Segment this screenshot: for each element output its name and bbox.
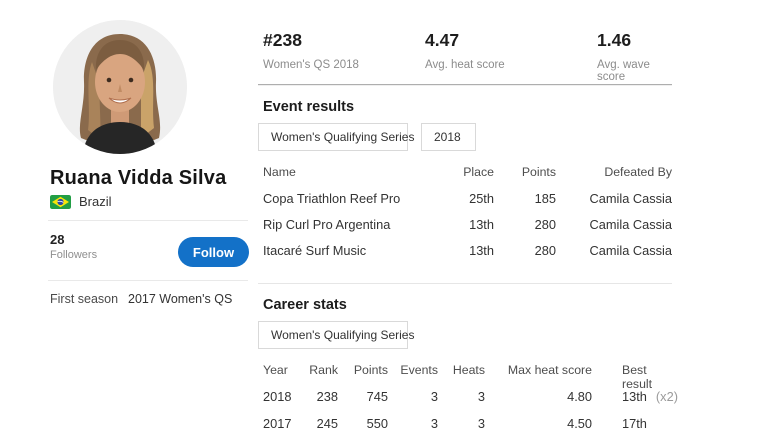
stat-avg-heat-label: Avg. heat score	[425, 59, 505, 71]
stat-avg-wave-score: 1.46 Avg. wave score	[597, 30, 672, 83]
stat-avg-heat-score: 4.47 Avg. heat score	[425, 30, 505, 71]
event-points: 280	[534, 243, 556, 258]
stat-rank-value: #238	[263, 30, 302, 50]
first-season-value: 2017 Women's QS	[128, 292, 233, 306]
career-col-max-heat-score: Max heat score	[507, 363, 592, 377]
event-col-place: Place	[463, 165, 494, 179]
event-table-header-row: Name Place Points Defeated By	[258, 165, 672, 179]
country-row: Brazil	[50, 194, 112, 209]
avatar	[53, 20, 187, 154]
event-defeated-by: Camila Cassia	[589, 217, 673, 232]
sidebar-divider	[48, 280, 248, 281]
event-defeated-by: Camila Cassia	[589, 191, 673, 206]
career-year: 2017	[263, 416, 292, 431]
profile-name: Ruana Vidda Silva	[50, 167, 227, 189]
followers-label: Followers	[50, 249, 98, 261]
stat-rank-label: Women's QS 2018	[263, 59, 359, 71]
career-table-row: 2018 238 745 3 3 4.80 13th (x2)	[258, 389, 678, 404]
event-table-row: Copa Triathlon Reef Pro 25th 185 Camila …	[258, 191, 672, 206]
event-year-dropdown[interactable]: 2018	[421, 123, 476, 151]
career-col-best-result: Best result	[622, 363, 653, 391]
event-name: Copa Triathlon Reef Pro	[263, 191, 401, 206]
event-name: Itacaré Surf Music	[263, 243, 367, 258]
career-col-points: Points	[353, 363, 388, 377]
profile-sidebar: Ruana Vidda Silva Brazil 28 Followers Fo…	[0, 0, 255, 432]
event-defeated-by: Camila Cassia	[589, 243, 673, 258]
event-col-points: Points	[521, 165, 556, 179]
event-points: 280	[534, 217, 556, 232]
event-place: 25th	[469, 191, 494, 206]
career-col-events: Events	[400, 363, 438, 377]
stats-divider	[258, 84, 672, 85]
career-points: 550	[366, 416, 388, 431]
career-events: 3	[430, 416, 438, 431]
event-points: 185	[534, 191, 556, 206]
stat-avg-heat-value: 4.47	[425, 30, 460, 50]
career-rank: 245	[316, 416, 338, 431]
event-year-dropdown-value: 2018	[434, 130, 461, 144]
career-col-heats: Heats	[452, 363, 485, 377]
career-heats: 3	[477, 389, 485, 404]
career-best-result-value: 13th	[622, 389, 647, 404]
stat-avg-wave-value: 1.46	[597, 30, 632, 50]
career-series-dropdown[interactable]: Women's Qualifying Series	[258, 321, 414, 349]
career-stats-title: Career stats	[263, 297, 347, 313]
event-series-dropdown-value: Women's Qualifying Series	[271, 130, 415, 144]
event-table-row: Itacaré Surf Music 13th 280 Camila Cassi…	[258, 243, 672, 258]
career-max-heat-score: 4.50	[567, 416, 592, 431]
event-place: 13th	[469, 217, 494, 232]
event-series-dropdown[interactable]: Women's Qualifying Series	[258, 123, 414, 151]
career-best-result: 17th	[592, 416, 672, 431]
career-series-dropdown-value: Women's Qualifying Series	[271, 328, 415, 342]
follow-button[interactable]: Follow	[178, 237, 249, 267]
event-col-defeated: Defeated By	[604, 165, 672, 179]
career-max-heat-score: 4.80	[567, 389, 592, 404]
career-col-rank: Rank	[309, 363, 338, 377]
stat-rank: #238 Women's QS 2018	[263, 30, 359, 71]
career-heats: 3	[477, 416, 485, 431]
event-table-row: Rip Curl Pro Argentina 13th 280 Camila C…	[258, 217, 672, 232]
followers-count: 28	[50, 232, 65, 247]
event-col-name: Name	[263, 165, 296, 179]
country-label: Brazil	[79, 194, 112, 209]
career-best-result: 13th (x2)	[592, 389, 678, 404]
first-season-label: First season	[50, 292, 119, 306]
career-col-year: Year	[263, 363, 288, 377]
event-results-title: Event results	[263, 99, 355, 115]
career-events: 3	[430, 389, 438, 404]
section-divider	[258, 283, 672, 284]
career-best-result-note: (x2)	[655, 389, 678, 404]
career-year: 2018	[263, 389, 292, 404]
avatar-portrait-illustration	[53, 20, 187, 154]
profile-main-content: #238 Women's QS 2018 4.47 Avg. heat scor…	[258, 0, 678, 432]
stat-avg-wave-label: Avg. wave score	[597, 59, 650, 83]
event-place: 13th	[469, 243, 494, 258]
career-points: 745	[366, 389, 388, 404]
career-best-result-value: 17th	[622, 416, 647, 431]
event-name: Rip Curl Pro Argentina	[263, 217, 391, 232]
career-table-row: 2017 245 550 3 3 4.50 17th	[258, 416, 672, 431]
career-rank: 238	[316, 389, 338, 404]
career-table-header-row: Year Rank Points Events Heats Max heat s…	[258, 363, 672, 391]
brazil-flag-icon	[50, 194, 71, 209]
sidebar-divider	[48, 220, 248, 221]
